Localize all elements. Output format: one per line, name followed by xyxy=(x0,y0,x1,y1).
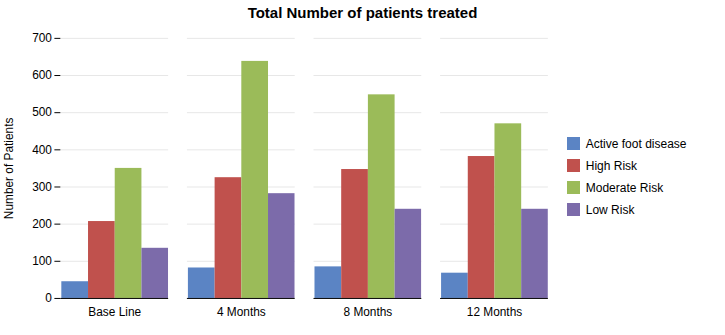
svg-text:100: 100 xyxy=(32,254,52,268)
svg-text:500: 500 xyxy=(32,105,52,119)
svg-text:600: 600 xyxy=(32,68,52,82)
svg-text:400: 400 xyxy=(32,143,52,157)
html-text:Total Number of patients treat: Total Number of patients treated xyxy=(247,4,478,21)
html-text:Moderate Risk: Moderate Risk xyxy=(585,180,664,195)
svg-text:700: 700 xyxy=(32,31,52,45)
svg-text:0: 0 xyxy=(45,291,52,305)
svg-text:12 Months: 12 Months xyxy=(467,305,522,319)
html-text:Low Risk: Low Risk xyxy=(585,202,635,217)
svg-text:Number of Patients: Number of Patients xyxy=(2,118,16,220)
svg-text:200: 200 xyxy=(32,217,52,231)
svg-text:Base Line: Base Line xyxy=(88,305,141,319)
html-text:Active foot disease: Active foot disease xyxy=(585,136,687,151)
svg-text:8 Months: 8 Months xyxy=(344,305,393,319)
svg-text:300: 300 xyxy=(32,180,52,194)
html-text:High Risk: High Risk xyxy=(585,158,638,173)
svg-text:4 Months: 4 Months xyxy=(217,305,266,319)
